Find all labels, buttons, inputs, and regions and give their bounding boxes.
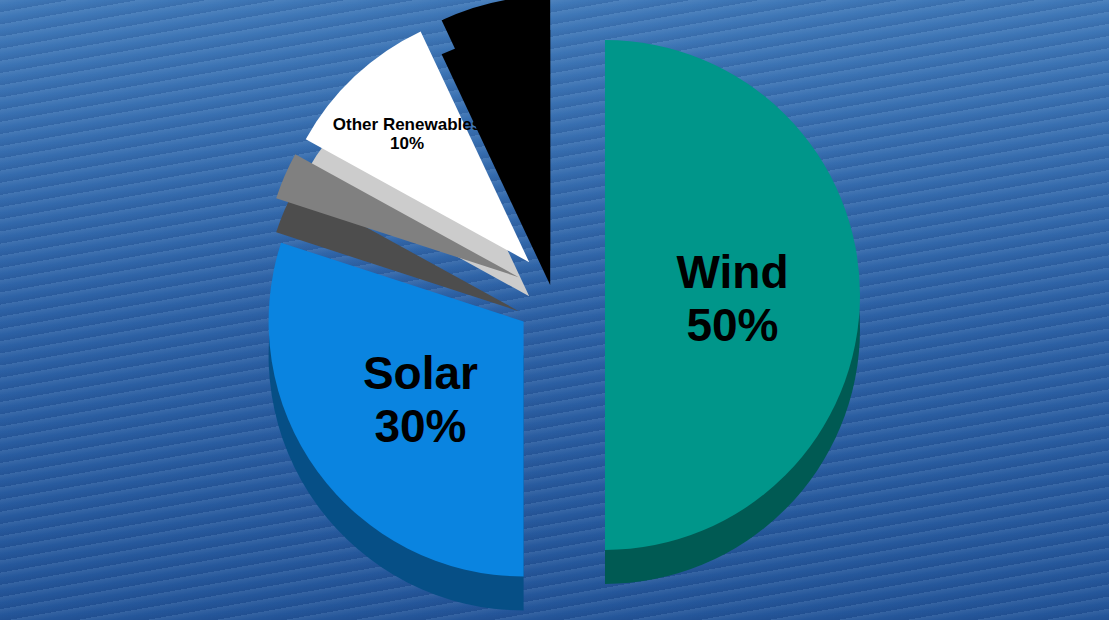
- svg-text:Solar30%: Solar30%: [363, 347, 478, 452]
- svg-text:Wind50%: Wind50%: [677, 246, 789, 351]
- svg-text:Other Renewables10%: Other Renewables10%: [333, 115, 481, 154]
